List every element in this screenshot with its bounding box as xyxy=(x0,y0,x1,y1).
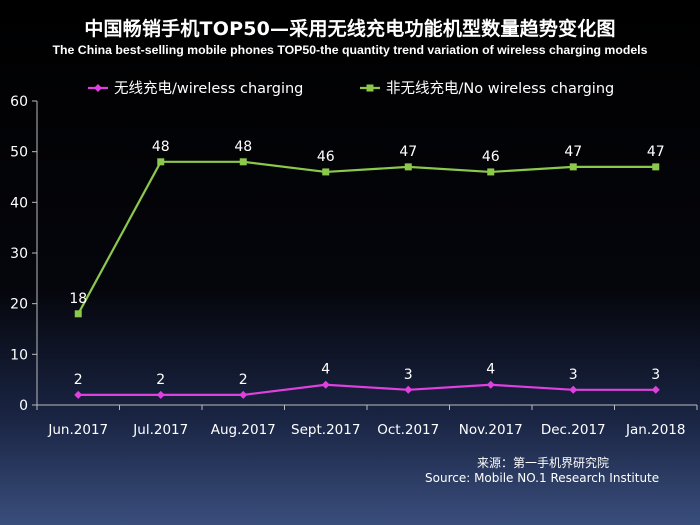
data-label: 3 xyxy=(569,367,578,383)
data-label: 2 xyxy=(156,372,165,388)
data-point-marker xyxy=(74,390,83,399)
data-point-marker xyxy=(239,158,247,166)
y-tick-label: 50 xyxy=(10,145,28,161)
data-label: 18 xyxy=(69,291,87,307)
data-label: 46 xyxy=(482,149,500,165)
data-point-marker xyxy=(74,310,82,318)
data-point-marker xyxy=(239,390,248,399)
x-tick-label: Jan.2018 xyxy=(625,422,685,438)
series-line-1 xyxy=(78,383,656,396)
data-point-marker xyxy=(651,385,660,394)
y-tick-label: 0 xyxy=(19,398,28,414)
data-point-marker xyxy=(486,380,495,389)
x-tick-label: Oct.2017 xyxy=(377,422,439,438)
data-label: 2 xyxy=(74,372,83,388)
x-tick-label: Jun.2017 xyxy=(47,422,108,438)
data-point-marker xyxy=(569,385,578,394)
x-tick-label: Dec.2017 xyxy=(541,422,606,438)
source-line-en: Source: Mobile NO.1 Research Institute xyxy=(425,471,660,485)
data-label: 4 xyxy=(486,362,495,378)
source-note: 来源：第一手机界研究院 Source: Mobile NO.1 Research… xyxy=(425,456,659,486)
legend-swatch-marker xyxy=(94,84,102,92)
data-point-marker xyxy=(404,385,413,394)
x-tick-label: Sept.2017 xyxy=(291,422,360,438)
data-point-marker xyxy=(569,163,577,171)
y-tick-label: 30 xyxy=(10,246,28,262)
x-tick-label: Aug.2017 xyxy=(211,422,276,438)
legend-swatch-marker xyxy=(366,84,374,92)
data-point-marker xyxy=(404,163,412,171)
data-label: 3 xyxy=(651,367,660,383)
data-label: 4 xyxy=(321,362,330,378)
data-point-marker xyxy=(652,163,660,171)
data-point-marker xyxy=(157,158,165,166)
data-label: 3 xyxy=(404,367,413,383)
data-label: 46 xyxy=(317,149,335,165)
data-point-marker xyxy=(321,380,330,389)
y-tick-label: 60 xyxy=(10,94,28,110)
data-point-marker xyxy=(156,390,165,399)
y-tick-label: 10 xyxy=(10,347,28,363)
data-point-marker xyxy=(487,168,495,176)
x-tick-label: Jul.2017 xyxy=(132,422,188,438)
y-tick-label: 20 xyxy=(10,297,28,313)
chart-subtitle: The China best-selling mobile phones TOP… xyxy=(52,43,648,57)
legend-label: 非无线充电/No wireless charging xyxy=(386,80,614,97)
data-label: 47 xyxy=(564,144,582,160)
legend-label: 无线充电/wireless charging xyxy=(114,80,303,97)
series-line-2 xyxy=(77,160,656,315)
data-point-marker xyxy=(322,168,330,176)
source-line-cn: 来源：第一手机界研究院 xyxy=(477,456,610,470)
data-label: 2 xyxy=(239,372,248,388)
data-label: 47 xyxy=(399,144,417,160)
chart-title: 中国畅销手机TOP50—采用无线充电功能机型数量趋势变化图 xyxy=(84,18,616,40)
x-tick-label: Nov.2017 xyxy=(459,422,523,438)
data-label: 48 xyxy=(152,139,170,155)
data-label: 48 xyxy=(234,139,252,155)
data-label: 47 xyxy=(647,144,665,160)
y-tick-label: 40 xyxy=(10,195,28,211)
